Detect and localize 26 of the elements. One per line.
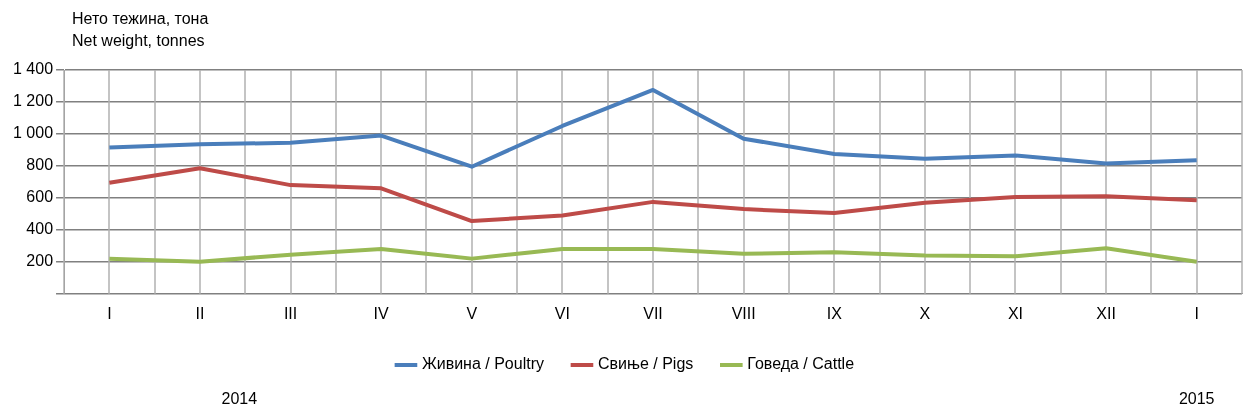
x-tick-label: X <box>919 304 931 322</box>
y-tick-label: 1 400 <box>12 60 54 78</box>
x-tick-label: XI <box>1007 304 1024 322</box>
y-tick-label: 1 200 <box>12 92 54 110</box>
x-tick-label: IX <box>826 304 843 322</box>
text: 2014 <box>221 390 258 407</box>
legend-label: Живина / Poultry <box>421 355 544 373</box>
x-tick-label: I <box>1194 304 1199 322</box>
x-tick-label: I <box>107 304 112 322</box>
y-tick-label: 1 000 <box>12 124 54 142</box>
x-tick-label: III <box>283 304 298 322</box>
x-tick-label: II <box>195 304 205 322</box>
x-tick-label: VIII <box>731 304 756 322</box>
legend-label: Говеда / Cattle <box>747 355 855 373</box>
y-tick-label: 400 <box>26 220 54 238</box>
x-tick-label: VI <box>554 304 570 322</box>
x-tick-label: IV <box>373 304 390 322</box>
y-tick-label: 800 <box>26 156 54 174</box>
y-tick-label: 200 <box>26 252 54 270</box>
x-tick-label: VII <box>643 304 663 322</box>
y-tick-label: 600 <box>26 188 54 206</box>
legend-label: Свиње / Pigs <box>597 355 694 373</box>
y-axis-title: Нето тежина, тона Net weight, tonnes <box>72 9 209 51</box>
text: 2015 <box>1178 390 1215 407</box>
x-tick-label: V <box>466 304 478 322</box>
x-tick-label: XII <box>1096 304 1116 322</box>
